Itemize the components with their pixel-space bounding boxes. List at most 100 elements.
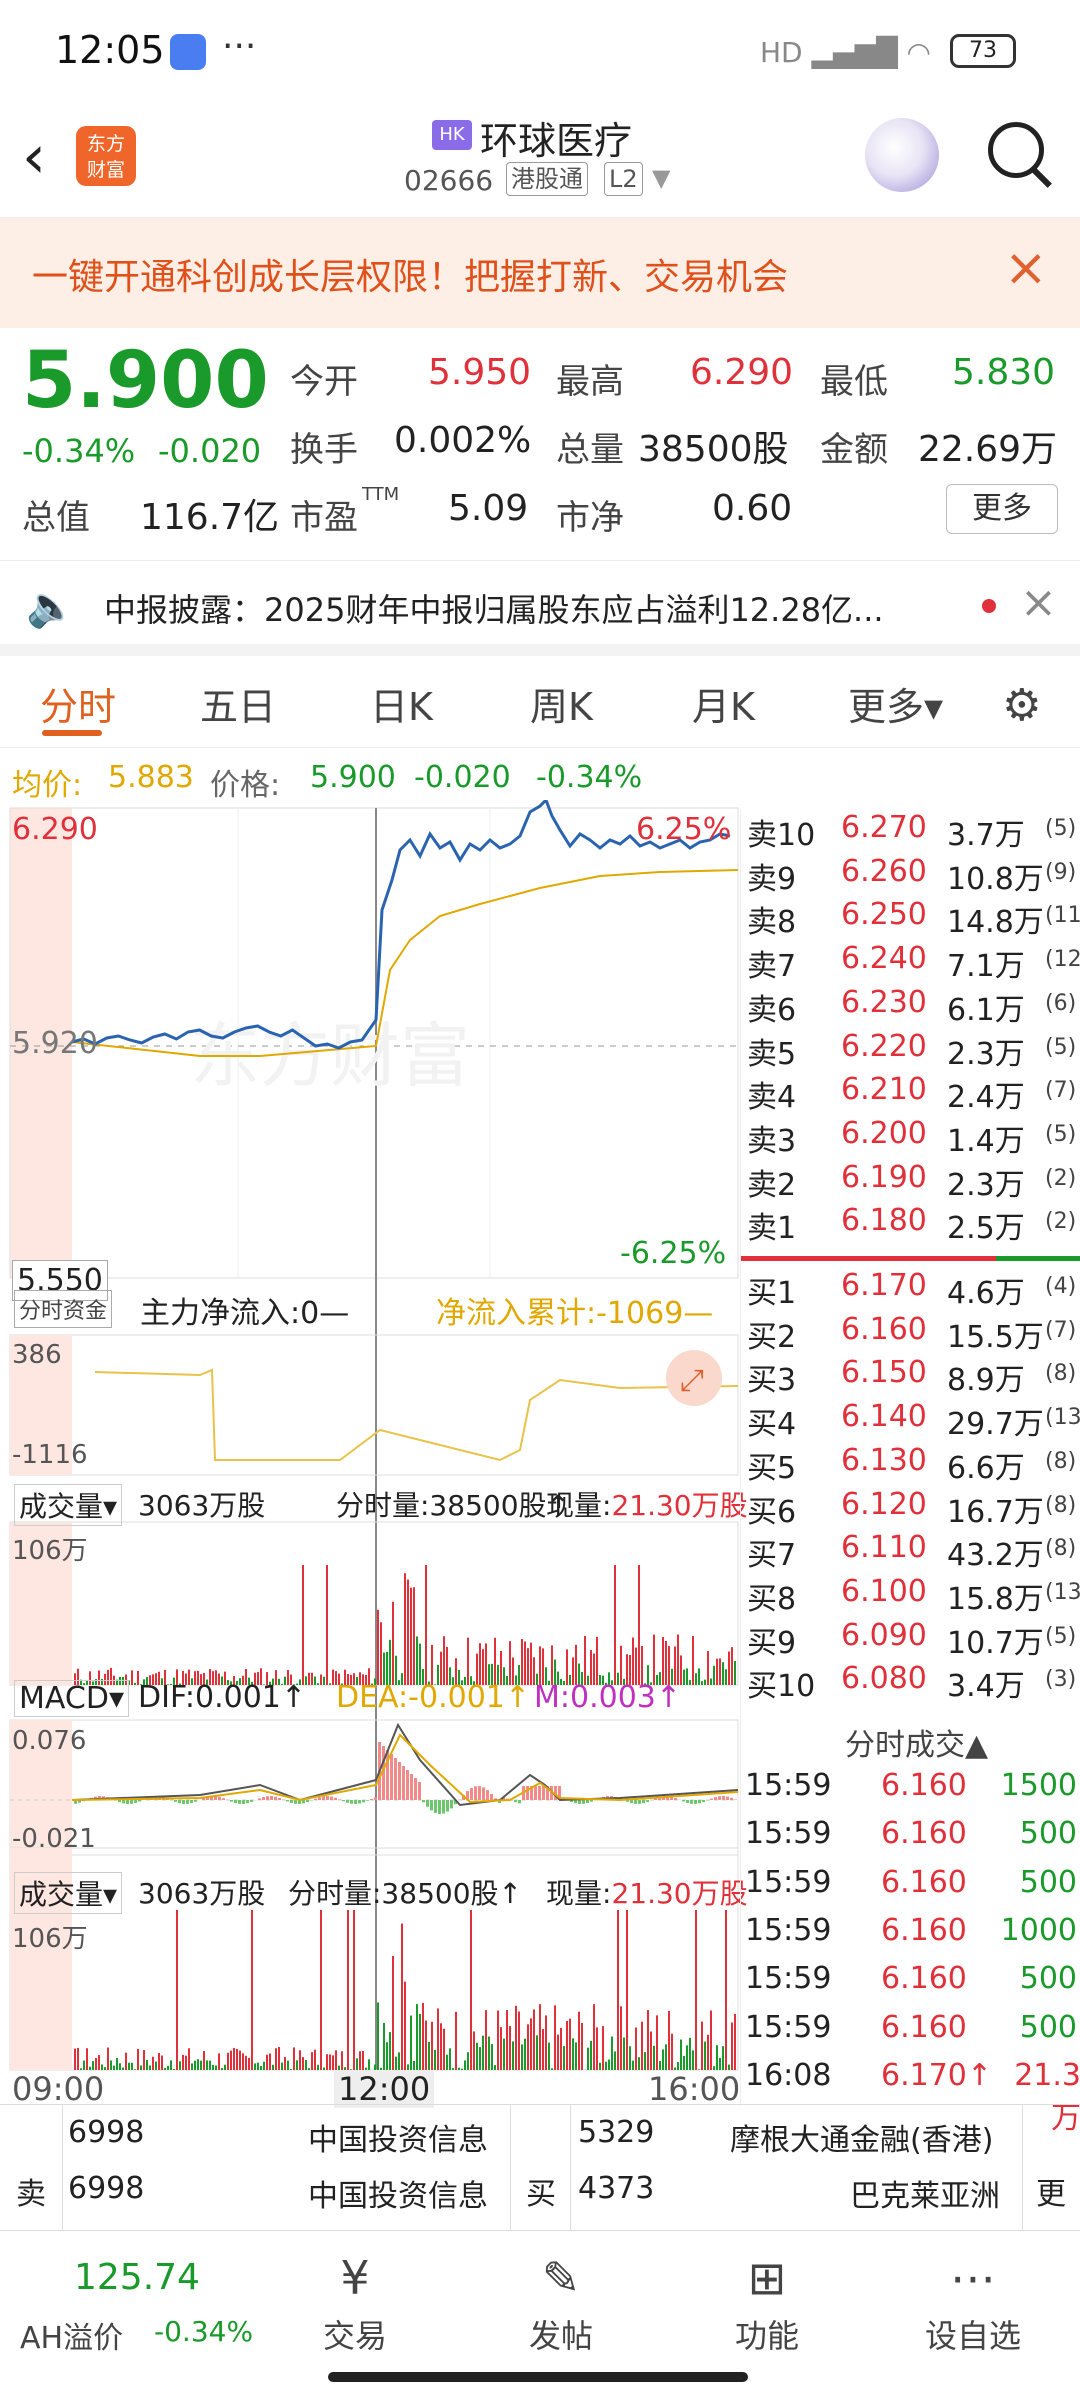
macd-bar: [546, 1786, 549, 1800]
volume-bar: [503, 1667, 505, 1685]
volume-bar: [314, 2049, 316, 2070]
avg-label: 均价:: [12, 768, 83, 803]
dropdown-icon[interactable]: ▼: [652, 164, 671, 192]
tab-monthly-k[interactable]: 月K: [692, 685, 755, 729]
volume-total-2: 3063万股: [138, 1877, 266, 1910]
broker-sell-code[interactable]: 6998: [68, 2115, 145, 2150]
volume-bar: [359, 1672, 361, 1685]
stock-header: ‹ 东方 财富 HK 环球医疗 02666 港股通 L2 ▼: [0, 100, 1080, 218]
volume-bar: [203, 1672, 205, 1685]
volume-bar: [563, 2046, 565, 2070]
assistant-avatar[interactable]: [865, 118, 939, 192]
macd-bar: [338, 1799, 341, 1800]
gear-icon[interactable]: ⚙: [1002, 680, 1042, 731]
close-icon[interactable]: ×: [1004, 238, 1048, 298]
flow-select[interactable]: 分时资金: [14, 1290, 113, 1328]
tab-more[interactable]: 更多▾: [848, 685, 944, 729]
volume-bars: [74, 1565, 736, 1685]
macd-bar: [586, 1800, 589, 1804]
tab-intraday[interactable]: 分时: [40, 685, 117, 729]
level-count: (8): [1045, 1448, 1077, 1474]
volume-select[interactable]: 成交量▾: [14, 1484, 123, 1526]
nav-function[interactable]: ⊞ 功能: [702, 2251, 832, 2357]
broker-more[interactable]: 更: [1036, 2177, 1066, 2212]
macd-bar: [242, 1800, 245, 1804]
volume-bar: [602, 1675, 604, 1685]
nav-post[interactable]: ✎ 发帖: [496, 2251, 626, 2357]
close-icon[interactable]: ×: [1020, 577, 1057, 628]
tab-weekly-k[interactable]: 周K: [530, 685, 593, 729]
volume-bar: [185, 2055, 187, 2070]
ah-premium-label[interactable]: AH溢价: [20, 2321, 124, 2356]
broker-sell-name[interactable]: 中国投资信息: [308, 2123, 488, 2158]
notice-bar[interactable]: 🔈 中报披露：2025财年中报归属股东应占溢利12.28亿... ×: [0, 560, 1080, 656]
nav-trade[interactable]: ¥ 交易: [290, 2251, 420, 2357]
broker-buy-code[interactable]: 4373: [578, 2171, 655, 2206]
volume-bar: [158, 1671, 160, 1685]
back-icon[interactable]: ‹: [22, 122, 46, 192]
intraday-chart[interactable]: 东方财富 ⤢: [0, 800, 740, 2100]
home-indicator[interactable]: [328, 2372, 748, 2382]
volume-bar: [131, 2062, 133, 2070]
tab-daily-k[interactable]: 日K: [370, 685, 433, 729]
volume-bar: [722, 1662, 724, 1685]
level-volume: 8.9万: [947, 1363, 1025, 1399]
volume-bar: [431, 1644, 433, 1685]
volume-bar: [563, 1681, 565, 1685]
macd-bar: [550, 1786, 553, 1800]
volume-bar: [380, 2067, 382, 2070]
volume-bar: [584, 1636, 586, 1685]
volume-bar: [230, 1681, 232, 1685]
volume-bar: [728, 2064, 730, 2070]
volume-bar: [725, 1910, 727, 2070]
tick-price: 6.160: [881, 1768, 967, 1803]
level-volume: 3.4万: [947, 1669, 1025, 1705]
macd-select[interactable]: MACD▾: [14, 1680, 129, 1717]
level-count: (13): [1045, 1405, 1080, 1431]
broker-buy-name[interactable]: 摩根大通金融(香港): [730, 2123, 994, 2158]
volume-bar: [683, 2055, 685, 2070]
volume-bar: [332, 2055, 334, 2070]
pe-value: 5.09: [448, 488, 529, 529]
broker-buy-code[interactable]: 5329: [578, 2115, 655, 2150]
volume-bar: [671, 2033, 673, 2070]
macd-bar: [554, 1786, 557, 1800]
macd-bar: [662, 1796, 665, 1800]
macd-bar: [266, 1796, 269, 1800]
app-logo[interactable]: 东方 财富: [76, 126, 136, 186]
volume-bar: [551, 2068, 553, 2070]
volume-bar: [392, 1955, 394, 2070]
volume-bar: [212, 2064, 214, 2070]
volume-bar: [725, 1669, 727, 1685]
expand-icon[interactable]: [666, 1350, 722, 1406]
promo-banner[interactable]: 一键开通科创成长层权限！把握打新、交易机会 ×: [0, 218, 1080, 328]
tab-five-day[interactable]: 五日: [200, 685, 277, 729]
volume-select-2[interactable]: 成交量▾: [14, 1872, 123, 1914]
macd-bar: [718, 1796, 721, 1800]
volume-bar: [392, 1601, 394, 1685]
broker-buy-name[interactable]: 巴克莱亚洲: [850, 2179, 1000, 2214]
volume-bar: [518, 2011, 520, 2070]
broker-sell-name[interactable]: 中国投资信息: [308, 2179, 488, 2214]
macd-bar: [534, 1786, 537, 1800]
level-price: 6.150: [841, 1355, 927, 1391]
volume-bar: [290, 1674, 292, 1685]
volume-bar: [143, 1679, 145, 1685]
nav-watchlist[interactable]: ⋯ 设自选: [908, 2251, 1038, 2357]
chart-tabs: 分时 五日 日K 周K 月K 更多▾ ⚙: [0, 660, 1080, 748]
volume-bar: [296, 2060, 298, 2070]
volume-bar: [125, 1674, 127, 1685]
volume-bar: [428, 2041, 430, 2070]
change-pct: -0.34%: [22, 432, 136, 470]
search-icon[interactable]: [988, 122, 1044, 178]
volume-bar: [341, 1683, 343, 1685]
volume-bar: [140, 2065, 142, 2070]
volume-bar: [638, 1565, 640, 1685]
broker-sell-code[interactable]: 6998: [68, 2171, 145, 2206]
more-button[interactable]: 更多: [946, 484, 1058, 534]
volume-bar: [317, 2064, 319, 2070]
macd-bar: [450, 1800, 453, 1809]
volume-bar: [530, 1642, 532, 1685]
ticks-title[interactable]: 分时成交▲: [845, 1728, 989, 1763]
ah-premium-value[interactable]: 125.74: [74, 2257, 200, 2298]
